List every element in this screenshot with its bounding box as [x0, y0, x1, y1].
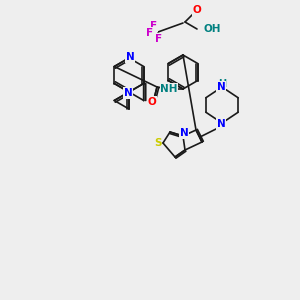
Text: H: H: [218, 79, 226, 89]
Text: N: N: [124, 88, 132, 98]
Text: NH: NH: [160, 84, 178, 94]
Text: S: S: [154, 138, 162, 148]
Text: N: N: [126, 52, 134, 62]
Text: F: F: [146, 28, 154, 38]
Text: O: O: [193, 5, 201, 15]
Text: N: N: [217, 119, 225, 129]
Text: F: F: [150, 21, 158, 31]
Text: O: O: [148, 97, 156, 107]
Text: N: N: [217, 82, 225, 92]
Text: OH: OH: [203, 24, 220, 34]
Text: F: F: [155, 34, 163, 44]
Text: N: N: [180, 128, 188, 138]
